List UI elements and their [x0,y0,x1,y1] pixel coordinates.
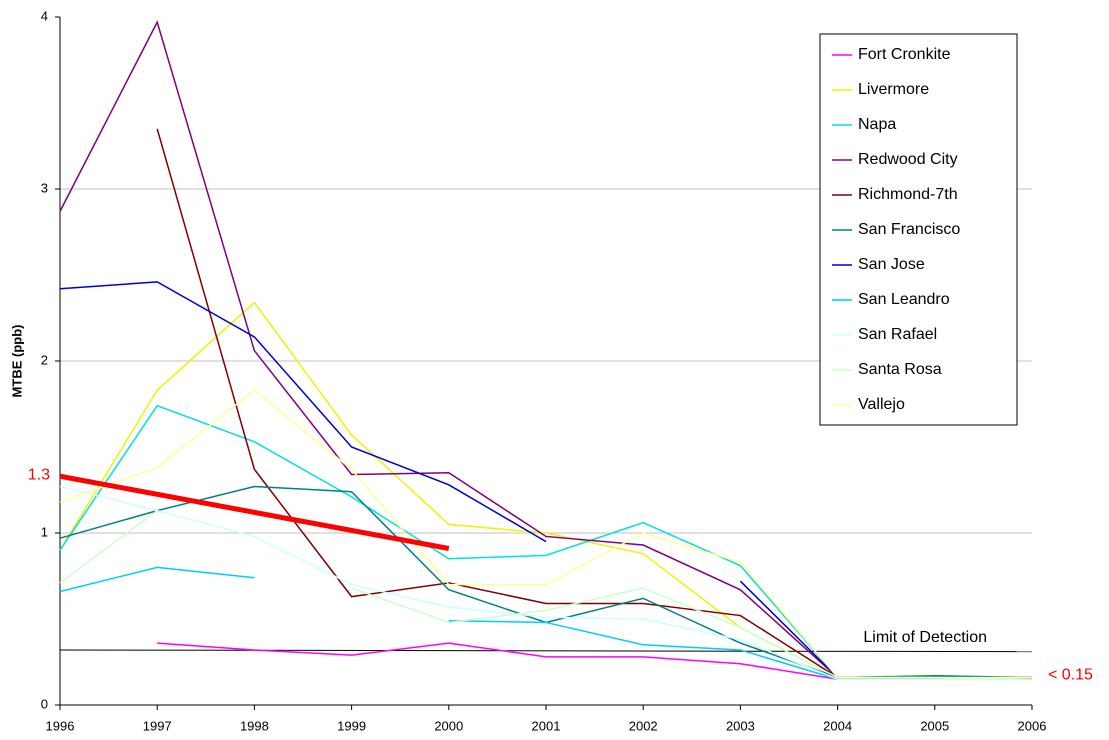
legend-label: Richmond-7th [858,186,958,203]
trend-line [59,473,450,551]
series-line [157,642,1032,680]
detection-limit-line [59,649,1033,653]
legend-label: Redwood City [858,151,958,168]
x-tick-label: 2000 [434,718,463,733]
x-tick-label: 2004 [823,718,852,733]
legend-label: Vallejo [858,396,905,413]
y-tick-label: 3 [41,180,48,195]
legend-label: San Rafael [858,326,937,343]
legend-label: Santa Rosa [858,361,942,378]
x-tick-label: 2006 [1018,718,1047,733]
series-line [59,485,1033,679]
legend-label: Napa [858,116,896,133]
legend-label: Livermore [858,81,929,98]
legend-label: Fort Cronkite [858,46,951,63]
series-line [59,389,1032,679]
y-axis-label: MTBE (ppb) [9,325,24,398]
legend-box [819,33,1018,426]
legend-label: San Francisco [858,221,960,238]
legend-label: San Leandro [858,291,950,308]
series-line [59,485,1032,680]
x-tick-label: 1999 [337,718,366,733]
trend-label: 1.3 [28,466,50,483]
floor-label: < 0.15 [1048,666,1093,683]
x-tick-label: 2001 [532,718,561,733]
y-tick-label: 2 [41,352,48,367]
y-tick-label: 1 [41,524,48,539]
x-tick-label: 1998 [240,718,269,733]
y-tick-label: 0 [41,696,48,711]
x-tick-label: 2005 [920,718,949,733]
legend-label: San Jose [858,256,925,273]
detection-limit-label: Limit of Detection [863,629,987,646]
x-tick-label: 2003 [726,718,755,733]
y-tick-label: 4 [41,8,48,23]
x-tick-label: 1997 [143,718,172,733]
x-tick-label: 2002 [629,718,658,733]
x-tick-label: 1996 [46,718,75,733]
